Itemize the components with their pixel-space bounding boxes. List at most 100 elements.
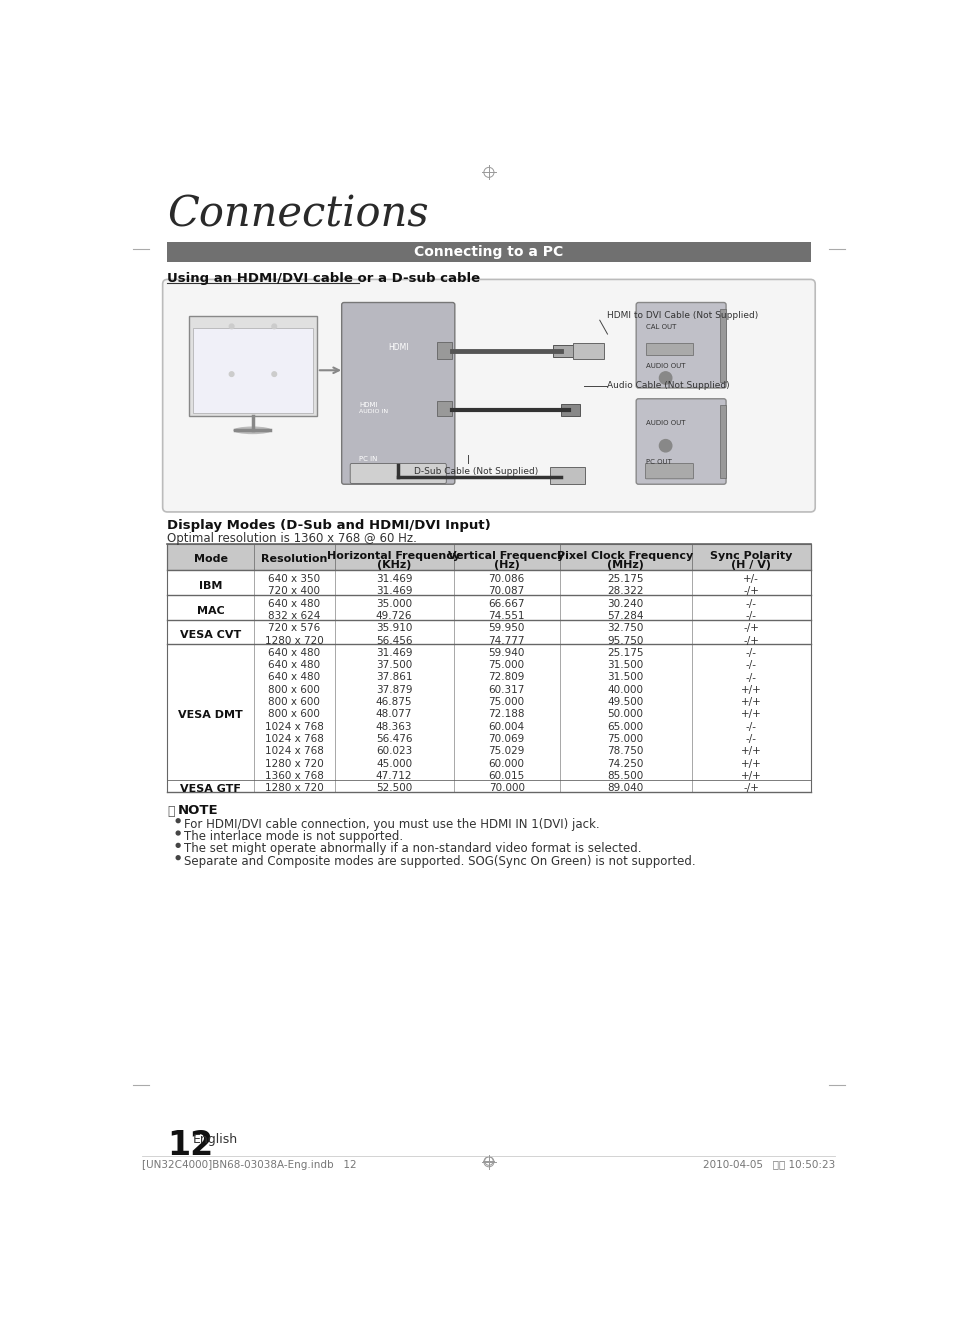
Text: 31.500: 31.500 [607,672,643,683]
Text: 60.015: 60.015 [488,771,524,781]
Text: HDMI: HDMI [359,402,377,408]
Bar [560,404,579,416]
Text: 70.087: 70.087 [488,587,524,596]
Text: 95.750: 95.750 [607,635,643,646]
Text: 75.000: 75.000 [488,697,524,707]
Bar [550,468,584,485]
Text: 800 x 600: 800 x 600 [268,709,320,720]
FancyBboxPatch shape [645,464,693,478]
FancyBboxPatch shape [350,464,446,483]
Circle shape [176,831,180,835]
Text: For HDMI/DVI cable connection, you must use the HDMI IN 1(DVI) jack.: For HDMI/DVI cable connection, you must … [184,818,599,831]
Text: The interlace mode is not supported.: The interlace mode is not supported. [184,830,403,843]
Bar [167,544,810,571]
Text: 60.004: 60.004 [488,721,524,732]
Text: 85.500: 85.500 [607,771,643,781]
FancyBboxPatch shape [162,280,815,513]
Text: Optimal resolution is 1360 x 768 @ 60 Hz.: Optimal resolution is 1360 x 768 @ 60 Hz… [167,532,416,546]
Text: -/-: -/- [744,672,756,683]
Text: 47.712: 47.712 [375,771,412,781]
Text: +/+: +/+ [740,771,760,781]
Text: 37.879: 37.879 [375,684,412,695]
Text: Resolution: Resolution [261,553,327,564]
Text: -/+: -/+ [742,635,759,646]
Text: 75.029: 75.029 [488,746,524,757]
FancyBboxPatch shape [636,303,725,388]
Text: 75.000: 75.000 [607,734,643,744]
Bar [167,242,810,262]
Bar [720,406,725,478]
Text: VESA GTF: VESA GTF [180,785,241,794]
Bar [645,343,692,355]
Text: 832 x 624: 832 x 624 [268,610,320,621]
Text: 12: 12 [167,1129,213,1162]
Text: 40.000: 40.000 [607,684,643,695]
Circle shape [229,371,233,376]
Text: Using an HDMI/DVI cable or a D-sub cable: Using an HDMI/DVI cable or a D-sub cable [167,272,480,285]
Text: 59.950: 59.950 [488,624,524,633]
Text: 56.456: 56.456 [375,635,412,646]
Text: The set might operate abnormally if a non-standard video format is selected.: The set might operate abnormally if a no… [184,843,641,855]
Text: 48.077: 48.077 [375,709,412,720]
Text: 70.069: 70.069 [488,734,524,744]
Ellipse shape [233,427,272,435]
Text: Audio Cable (Not Supplied): Audio Cable (Not Supplied) [607,382,729,390]
Text: 49.500: 49.500 [607,697,643,707]
Text: -/-: -/- [744,721,756,732]
Text: 72.188: 72.188 [488,709,524,720]
Text: Separate and Composite modes are supported. SOG(Sync On Green) is not supported.: Separate and Composite modes are support… [184,855,696,868]
Text: 75.000: 75.000 [488,660,524,670]
Text: +/-: +/- [742,573,759,584]
Text: -/+: -/+ [742,587,759,596]
Text: 37.500: 37.500 [375,660,412,670]
Text: (KHz): (KHz) [376,560,411,569]
Text: 31.469: 31.469 [375,587,412,596]
Text: 60.023: 60.023 [375,746,412,757]
Bar [167,779,810,793]
Text: 1024 x 768: 1024 x 768 [265,734,323,744]
Text: -/-: -/- [744,610,756,621]
Circle shape [176,819,180,823]
Text: D-Sub Cable (Not Supplied): D-Sub Cable (Not Supplied) [414,466,537,476]
Circle shape [272,324,276,329]
Text: (MHz): (MHz) [606,560,643,569]
Text: 78.750: 78.750 [607,746,643,757]
Text: 89.040: 89.040 [607,783,643,794]
Text: 60.000: 60.000 [488,758,524,769]
Text: 1280 x 720: 1280 x 720 [265,783,323,794]
Text: 59.940: 59.940 [488,647,524,658]
Text: HDMI: HDMI [388,342,408,351]
Text: 📋: 📋 [167,806,174,818]
Text: Connecting to a PC: Connecting to a PC [414,244,563,259]
Bar [167,571,810,594]
Text: 25.175: 25.175 [607,573,643,584]
Circle shape [659,371,671,384]
Text: [UN32C4000]BN68-03038A-Eng.indb   12: [UN32C4000]BN68-03038A-Eng.indb 12 [142,1160,356,1169]
Text: Mode: Mode [193,553,228,564]
Text: MAC: MAC [196,605,224,616]
Text: 1024 x 768: 1024 x 768 [265,721,323,732]
Text: 640 x 480: 640 x 480 [268,598,320,609]
Text: 28.322: 28.322 [607,587,643,596]
Text: 35.000: 35.000 [375,598,412,609]
Text: 35.910: 35.910 [375,624,412,633]
Text: 60.317: 60.317 [488,684,524,695]
Text: PC IN: PC IN [359,456,377,462]
Text: AUDIO OUT: AUDIO OUT [645,420,685,427]
Bar [720,309,725,382]
Text: 800 x 600: 800 x 600 [268,684,320,695]
Bar [436,402,452,416]
Text: +/+: +/+ [740,684,760,695]
Text: 46.875: 46.875 [375,697,412,707]
Text: 640 x 350: 640 x 350 [268,573,320,584]
Text: 72.809: 72.809 [488,672,524,683]
Text: 37.861: 37.861 [375,672,412,683]
Text: -/-: -/- [744,734,756,744]
Circle shape [229,324,233,329]
Circle shape [659,440,671,452]
Text: 57.284: 57.284 [607,610,643,621]
Text: -/+: -/+ [742,624,759,633]
Text: 1360 x 768: 1360 x 768 [265,771,323,781]
Text: 45.000: 45.000 [375,758,412,769]
Text: 1280 x 720: 1280 x 720 [265,635,323,646]
